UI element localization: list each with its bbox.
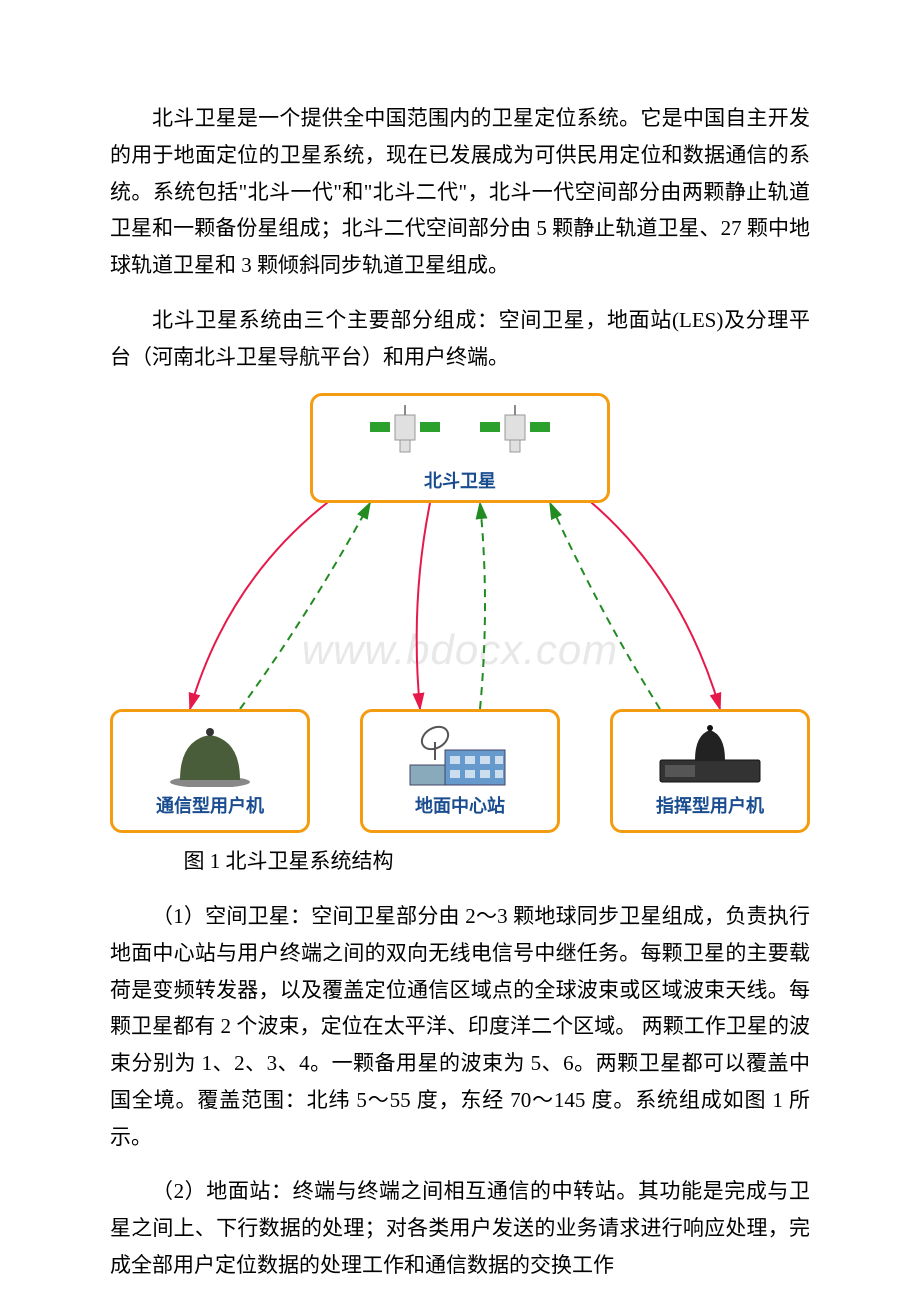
command-terminal-icon <box>645 720 775 787</box>
node-user-cmd-label: 指挥型用户机 <box>656 791 764 823</box>
paragraph-1: 北斗卫星是一个提供全中国范围内的卫星定位系统。它是中国自主开发的用于地面定位的卫… <box>110 100 810 284</box>
node-satellite: 北斗卫星 <box>310 393 610 503</box>
figure-caption: 图 1 北斗卫星系统结构 <box>110 843 810 880</box>
node-ground-station: 地面中心站 <box>360 709 560 833</box>
node-user-cmd: 指挥型用户机 <box>610 709 810 833</box>
satellite-icon <box>365 400 445 460</box>
node-user-comm: 通信型用户机 <box>110 709 310 833</box>
satellite-icons <box>365 400 555 460</box>
ground-station-icon <box>400 720 520 787</box>
paragraph-4: （2）地面站：终端与终端之间相互通信的中转站。其功能是完成与卫星之间上、下行数据… <box>110 1173 810 1283</box>
node-ground-label: 地面中心站 <box>415 791 505 823</box>
node-satellite-label: 北斗卫星 <box>424 466 496 498</box>
paragraph-2: 北斗卫星系统由三个主要部分组成：空间卫星，地面站(LES)及分理平台（河南北斗卫… <box>110 302 810 376</box>
satellite-icon <box>475 400 555 460</box>
dome-terminal-icon <box>160 720 260 787</box>
node-user-comm-label: 通信型用户机 <box>156 791 264 823</box>
system-diagram: www.bdocx.com <box>110 393 810 833</box>
paragraph-3: （1）空间卫星：空间卫星部分由 2～3 颗地球同步卫星组成，负责执行地面中心站与… <box>110 898 810 1155</box>
